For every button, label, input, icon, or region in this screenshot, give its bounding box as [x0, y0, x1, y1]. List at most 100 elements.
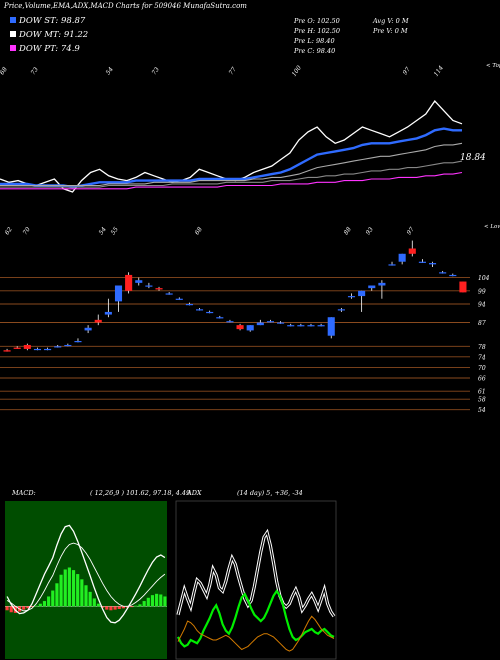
macd-histogram-bar [34, 605, 38, 607]
macd-histogram-bar [42, 601, 47, 607]
macd-histogram-bar [130, 606, 134, 608]
price-top-label: 70 [22, 226, 32, 236]
macd-histogram-bar [80, 579, 84, 607]
price-candle-body [398, 253, 406, 262]
price-candle-body [246, 325, 254, 331]
price-level-label: 104 [478, 275, 490, 282]
price-candle-body [347, 296, 356, 298]
price-candle-body [175, 298, 183, 300]
stat-dow-mt: DOW MT: 91.22 [10, 30, 88, 40]
ema-series-line [0, 127, 462, 189]
macd-histogram-bar [26, 606, 30, 609]
macd-histogram-bar [150, 595, 155, 607]
avg-volume: Avg V: 0 M [373, 17, 409, 25]
price-candle-body [327, 317, 335, 336]
price-candle-body [317, 325, 325, 327]
ema-top-label: 97 [402, 66, 412, 76]
price-level-label: 87 [478, 320, 486, 327]
price-candle-body [226, 321, 234, 323]
legend-swatch-pt [10, 45, 16, 51]
price-top-label: 97 [406, 226, 416, 236]
price-candle-body [256, 322, 264, 326]
macd-histogram-bar [59, 574, 63, 607]
adx-line-inner [177, 531, 335, 617]
price-level-label: 99 [478, 288, 486, 295]
legend-swatch-mt [10, 31, 16, 37]
ema-top-label: 73 [151, 66, 161, 76]
price-candle-body [216, 317, 224, 319]
price-candle-body [125, 274, 133, 291]
macd-histogram-bar [71, 570, 76, 607]
macd-histogram-bar [22, 606, 26, 610]
macd-signal-line [6, 542, 166, 612]
price-candle-body [135, 280, 143, 283]
price-low: Pre L: 98.40 [294, 37, 335, 45]
prev-volume: Pre V: 0 M [373, 27, 408, 35]
price-open: Pre O: 102.50 [294, 17, 340, 25]
price-close: Pre C: 98.40 [294, 47, 336, 55]
price-candle-body [439, 272, 447, 274]
macd-histogram-bar [138, 604, 142, 607]
macd-histogram-bar [121, 606, 125, 609]
ema-series-line [0, 160, 463, 188]
chart-title: Price,Volume,EMA,ADX,MACD Charts for 509… [4, 2, 181, 10]
price-candle-body [307, 325, 315, 327]
macd-histogram-bar [134, 605, 138, 607]
price-candle-body [185, 304, 193, 306]
macd-macd-line [6, 524, 166, 624]
ema-top-label: 73 [30, 66, 40, 76]
macd-values: ( 12,26,9 ) 101.62, 97.18, 4.49 [90, 489, 190, 497]
price-level-label: 54 [478, 407, 486, 414]
macd-histogram-bar [63, 569, 67, 607]
price-candle-body [368, 285, 376, 289]
price-candle-body [145, 285, 153, 287]
price-candle-body [378, 282, 386, 286]
macd-histogram-bar [96, 603, 101, 607]
macd-histogram-bar [142, 601, 146, 607]
legend-swatch-st [10, 17, 16, 23]
adx-chart: ADX (14 day) 5, +36, -34 [175, 489, 337, 660]
site-name: MunafaSutra.com [183, 2, 247, 10]
ema-series-line [0, 142, 463, 187]
price-level-label: 94 [478, 302, 486, 309]
ema-top-label: 100 [291, 64, 303, 78]
macd-histogram-bar [38, 603, 42, 607]
macd-histogram-bar [84, 585, 88, 607]
ema-end-value: 18.84 [460, 153, 486, 163]
macd-histogram-bar [5, 606, 9, 611]
price-candle-body [44, 348, 52, 351]
price-top-label: 54 [98, 226, 108, 236]
adx-title: ADX [186, 489, 202, 497]
ema-series-line [0, 171, 463, 190]
macd-title: MACD: [11, 489, 36, 497]
adx-di-line [177, 615, 335, 652]
adx-values: (14 day) 5, +36, -34 [237, 489, 303, 497]
price-candle-body [104, 311, 112, 315]
price-candle-body [408, 248, 416, 254]
macd-histogram-bar [163, 596, 167, 607]
price-candle-body [236, 325, 244, 330]
price-candle-body [54, 346, 62, 348]
price-candle-body [287, 325, 295, 327]
macd-background [5, 501, 167, 659]
price-candle-body [165, 293, 173, 295]
macd-histogram-bar [92, 598, 96, 607]
ema-corner-label: < Tops [486, 63, 500, 69]
price-candle-body [358, 290, 366, 297]
price-candle-body [449, 274, 457, 277]
price-level-label: 70 [478, 365, 486, 372]
price-corner-label: < Lows [484, 224, 500, 230]
macd-chart: MACD: ( 12,26,9 ) 101.62, 97.18, 4.49 [5, 489, 190, 659]
macd-histogram-bar [9, 606, 13, 613]
price-candle-body [388, 264, 396, 266]
macd-histogram-bar [30, 606, 34, 608]
price-level-label: 58 [478, 397, 486, 404]
price-candle-body [206, 311, 214, 314]
price-candle-body [428, 263, 437, 265]
price-candle-body [74, 341, 82, 343]
price-candle-body [155, 288, 163, 290]
macd-histogram-bar [113, 606, 117, 610]
price-candle-body [64, 344, 72, 347]
